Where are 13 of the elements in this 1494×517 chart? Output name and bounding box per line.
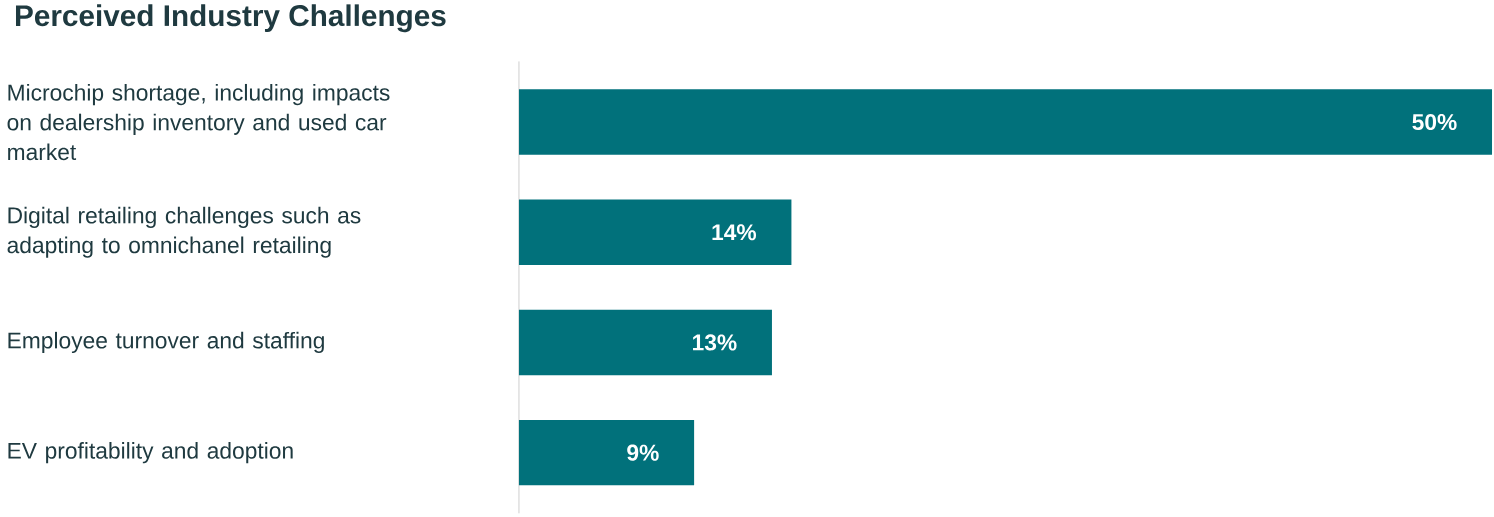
bar (518, 89, 1493, 155)
bar (518, 309, 772, 376)
data-label: 13% (693, 334, 737, 351)
y-tick-label: EV profitability and adoption (8, 441, 293, 464)
y-tick-label: Microchip shortage, including impacts on dealership inventory and used car market (7, 83, 390, 161)
data-label: 9% (627, 444, 659, 461)
y-tick-label: Digital retailing challenges such as adapting to omnichanel retailing (7, 206, 361, 258)
data-label: 14% (712, 224, 757, 241)
data-label: 50% (1412, 113, 1457, 130)
y-tick-label: Employee turnover and staffing (8, 331, 324, 353)
bar (518, 419, 695, 486)
bar (518, 199, 792, 265)
text: Perceived Industry Challenges (15, 4, 446, 33)
